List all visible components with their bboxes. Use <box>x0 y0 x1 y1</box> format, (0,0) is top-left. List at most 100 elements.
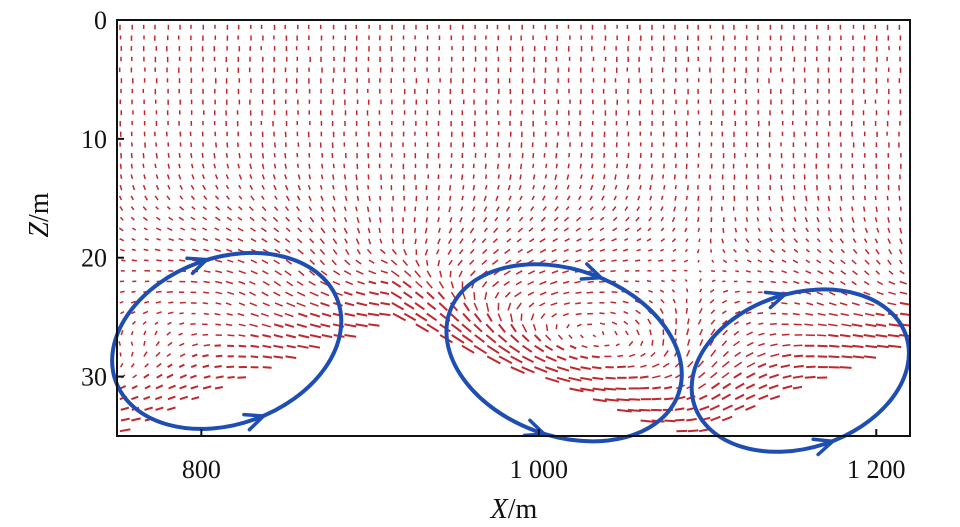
velocity-vector <box>686 328 690 336</box>
velocity-vector <box>461 344 475 354</box>
velocity-vector <box>640 419 655 423</box>
velocity-vector <box>391 280 402 288</box>
velocity-vector <box>380 259 388 264</box>
velocity-vector <box>698 238 701 243</box>
velocity-vector <box>664 419 676 423</box>
velocity-vector <box>686 349 691 357</box>
velocity-vector <box>237 227 244 232</box>
velocity-vector <box>309 238 315 244</box>
velocity-vector <box>319 259 325 266</box>
velocity-vector <box>699 278 702 282</box>
velocity-vector <box>650 174 654 180</box>
velocity-vector <box>734 290 740 293</box>
velocity-vector <box>469 270 476 277</box>
velocity-vector <box>589 216 595 221</box>
velocity-vector <box>450 323 462 333</box>
velocity-vector <box>635 216 640 222</box>
velocity-vector <box>296 323 307 329</box>
velocity-vector <box>168 237 175 242</box>
velocity-vector <box>757 270 762 273</box>
velocity-vector <box>626 184 630 191</box>
velocity-vector <box>636 248 641 252</box>
velocity-vector <box>806 302 814 306</box>
velocity-vector <box>131 238 136 241</box>
velocity-vector <box>563 248 569 253</box>
velocity-vector <box>378 206 381 212</box>
velocity-vector <box>332 195 336 201</box>
velocity-vector <box>852 334 864 338</box>
velocity-vector <box>711 361 718 368</box>
velocity-vector <box>178 363 185 369</box>
velocity-vector <box>131 395 139 401</box>
velocity-vector <box>510 323 517 333</box>
velocity-vector <box>840 280 846 286</box>
velocity-vector <box>497 313 502 322</box>
x-axis-title: X/m <box>490 494 538 525</box>
velocity-vector <box>249 174 253 179</box>
velocity-vector <box>578 184 582 190</box>
circulation-cells <box>110 250 911 457</box>
velocity-vector <box>119 174 123 180</box>
velocity-vector <box>671 238 677 243</box>
velocity-vector <box>817 195 820 201</box>
velocity-vector <box>840 259 846 265</box>
velocity-vector <box>768 384 779 390</box>
velocity-vector <box>687 429 699 433</box>
velocity-vector <box>344 185 348 191</box>
velocity-vector <box>744 248 750 253</box>
velocity-vector <box>250 344 260 348</box>
velocity-vector <box>888 280 896 285</box>
velocity-vector <box>178 174 182 180</box>
velocity-vector <box>612 227 618 232</box>
velocity-vector <box>733 321 739 325</box>
velocity-vector <box>309 334 322 339</box>
velocity-vector <box>155 300 162 304</box>
velocity-vector <box>249 291 256 297</box>
velocity-vector <box>308 195 312 202</box>
velocity-vector <box>179 342 185 347</box>
velocity-vector <box>319 280 328 286</box>
velocity-vector <box>355 323 368 328</box>
velocity-vector <box>624 227 630 232</box>
velocity-vector <box>649 185 652 191</box>
velocity-vector <box>355 206 358 212</box>
velocity-vector <box>119 216 124 221</box>
velocity-vector <box>214 238 221 242</box>
velocity-vector <box>722 350 730 357</box>
velocity-vector <box>319 184 323 190</box>
velocity-vector <box>722 270 727 273</box>
velocity-vector <box>379 291 390 295</box>
velocity-vector <box>781 302 788 305</box>
velocity-vector <box>864 227 869 233</box>
velocity-vector <box>226 365 235 369</box>
velocity-vector <box>332 163 335 169</box>
velocity-vector <box>426 302 437 311</box>
velocity-vector <box>203 375 211 379</box>
velocity-vector <box>517 248 524 254</box>
velocity-vector <box>828 270 835 275</box>
velocity-vector <box>852 344 864 349</box>
velocity-vector <box>238 152 241 159</box>
velocity-vector <box>899 227 903 234</box>
velocity-vector <box>625 163 629 169</box>
velocity-vector <box>839 334 851 338</box>
velocity-vector <box>437 259 441 267</box>
velocity-vector <box>492 238 498 244</box>
velocity-vector <box>697 217 700 222</box>
circulation-cell-1 <box>110 250 344 431</box>
velocity-vector <box>566 174 570 180</box>
velocity-vector <box>142 310 149 315</box>
velocity-vector <box>782 374 792 379</box>
velocity-vector <box>486 313 493 322</box>
velocity-vector <box>273 163 277 169</box>
velocity-vector <box>344 323 357 328</box>
velocity-vector <box>792 259 799 264</box>
velocity-vector <box>602 184 606 191</box>
velocity-vector <box>503 270 511 276</box>
velocity-vector <box>308 163 311 169</box>
velocity-vector <box>202 354 209 358</box>
velocity-vector <box>261 206 267 212</box>
velocity-vector <box>225 302 232 306</box>
velocity-vector <box>686 318 690 325</box>
velocity-vector <box>472 185 476 191</box>
